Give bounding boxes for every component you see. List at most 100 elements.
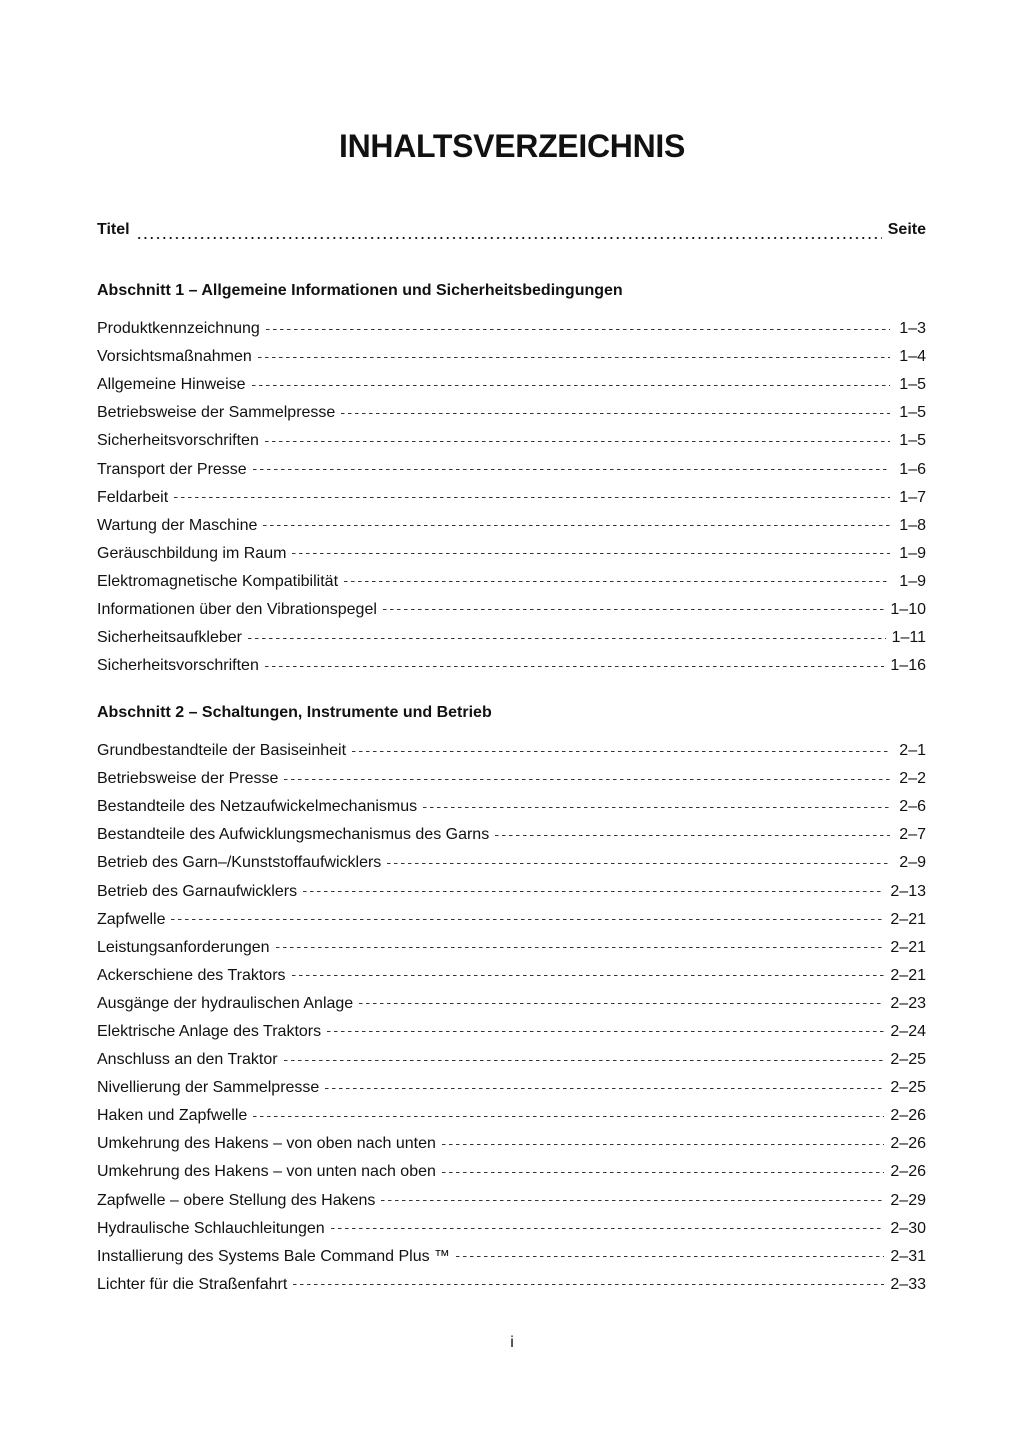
toc-entry[interactable]: Sicherheitsvorschriften 1–5 <box>97 427 926 455</box>
dash-leader <box>247 637 886 639</box>
dash-leader <box>253 1115 885 1117</box>
entry-label: Nivellierung der Sammelpresse <box>97 1079 320 1097</box>
dash-leader <box>344 581 890 583</box>
entry-label: Geräuschbildung im Raum <box>97 544 287 562</box>
dash-leader <box>456 1256 885 1258</box>
dash-leader <box>264 440 890 442</box>
entry-page: 2–13 <box>890 882 926 900</box>
entry-label: Installierung des Systems Bale Command P… <box>97 1247 451 1265</box>
entry-page: 1–5 <box>899 432 926 450</box>
entry-label: Zapfwelle <box>97 910 166 928</box>
toc-entry[interactable]: Hydraulische Schlauchleitungen 2–30 <box>97 1215 926 1243</box>
toc-entry[interactable]: Ackerschiene des Traktors 2–21 <box>97 962 926 990</box>
toc-entry[interactable]: Umkehrung des Hakens – von oben nach unt… <box>97 1130 926 1158</box>
toc-entry[interactable]: Zapfwelle 2–21 <box>97 906 926 934</box>
page-number: i <box>510 1334 514 1351</box>
entry-page: 1–9 <box>899 544 926 562</box>
dash-leader <box>387 862 890 864</box>
entry-label: Hydraulische Schlauchleitungen <box>97 1219 325 1237</box>
toc-entry[interactable]: Wartung der Maschine 1–8 <box>97 512 926 540</box>
entry-label: Grundbestandteile der Basiseinheit <box>97 742 347 760</box>
entry-page: 1–6 <box>899 460 926 478</box>
entry-page: 2–1 <box>899 742 926 760</box>
toc-entry[interactable]: Betriebsweise der Sammelpresse 1–5 <box>97 399 926 427</box>
dash-leader <box>171 919 885 921</box>
section-title: Abschnitt 1 – Allgemeine Informationen u… <box>97 282 623 299</box>
entry-label: Bestandteile des Netzaufwickelmechanismu… <box>97 798 418 816</box>
entry-page: 2–31 <box>890 1247 926 1265</box>
toc-entry[interactable]: Nivellierung der Sammelpresse 2–25 <box>97 1074 926 1102</box>
entry-label: Sicherheitsaufkleber <box>97 629 242 647</box>
dash-leader <box>382 609 885 611</box>
header-title-label: Titel <box>97 221 130 238</box>
toc-entry[interactable]: Transport der Presse 1–6 <box>97 455 926 483</box>
toc-entry[interactable]: Leistungsanforderungen 2–21 <box>97 934 926 962</box>
toc-entry[interactable]: Zapfwelle – obere Stellung des Hakens 2–2… <box>97 1187 926 1215</box>
toc-entry[interactable]: Anschluss an den Traktor 2–25 <box>97 1046 926 1074</box>
entry-label: Allgemeine Hinweise <box>97 376 246 394</box>
entry-page: 2–25 <box>890 1051 926 1069</box>
toc-entry[interactable]: Ausgänge der hydraulischen Anlage 2–23 <box>97 990 926 1018</box>
toc-entry[interactable]: Allgemeine Hinweise 1–5 <box>97 371 926 399</box>
entry-label: Zapfwelle – obere Stellung des Hakens <box>97 1191 376 1209</box>
entry-label: Feldarbeit <box>97 488 169 506</box>
toc-entry[interactable]: Lichter für die Straßenfahrt 2–33 <box>97 1271 926 1299</box>
entry-page: 1–10 <box>890 600 926 618</box>
toc-entry[interactable]: Sicherheitsvorschriften 1–16 <box>97 652 926 680</box>
toc-entry[interactable]: Sicherheitsaufkleber 1–11 <box>97 624 926 652</box>
toc-entry[interactable]: Installierung des Systems Bale Command P… <box>97 1243 926 1271</box>
entry-page: 2–21 <box>890 910 926 928</box>
dash-leader <box>263 525 890 527</box>
dash-leader <box>291 975 885 977</box>
dash-leader <box>441 1171 885 1173</box>
entry-page: 1–3 <box>899 320 926 338</box>
section-title: Abschnitt 2 – Schaltungen, Instrumente u… <box>97 704 492 721</box>
dash-leader <box>341 412 890 414</box>
entry-page: 2–6 <box>899 798 926 816</box>
entry-page: 1–5 <box>899 404 926 422</box>
entry-page: 2–24 <box>890 1022 926 1040</box>
entry-label: Umkehrung des Hakens – von unten nach ob… <box>97 1163 436 1181</box>
entry-label: Umkehrung des Hakens – von oben nach unt… <box>97 1135 436 1153</box>
entry-label: Elektromagnetische Kompatibilität <box>97 572 339 590</box>
toc-entry[interactable]: Betrieb des Garnaufwicklers 2–13 <box>97 877 926 905</box>
toc-entry[interactable]: Geräuschbildung im Raum 1–9 <box>97 540 926 568</box>
toc-entry[interactable]: Feldarbeit 1–7 <box>97 484 926 512</box>
entry-page: 2–25 <box>890 1079 926 1097</box>
toc-entry[interactable]: Bestandteile des Netzaufwickelmechanismu… <box>97 793 926 821</box>
toc-entry[interactable]: Bestandteile des Aufwicklungsmechanismus… <box>97 821 926 849</box>
dash-leader <box>327 1031 885 1033</box>
toc-entry[interactable]: Umkehrung des Hakens – von unten nach ob… <box>97 1158 926 1186</box>
dash-leader <box>174 497 890 499</box>
entry-page: 2–29 <box>890 1191 926 1209</box>
entry-page: 1–9 <box>899 572 926 590</box>
dash-leader <box>495 834 890 836</box>
dash-leader <box>252 469 890 471</box>
entry-label: Informationen über den Vibrationspegel <box>97 600 377 618</box>
entry-label: Betrieb des Garn–/Kunststoffaufwicklers <box>97 854 382 872</box>
entry-page: 1–16 <box>890 657 926 675</box>
toc-entry[interactable]: Betriebsweise der Presse 2–2 <box>97 765 926 793</box>
toc-entry[interactable]: Betrieb des Garn–/Kunststoffaufwicklers 2… <box>97 849 926 877</box>
entry-label: Elektrische Anlage des Traktors <box>97 1022 322 1040</box>
toc-entry[interactable]: Elektromagnetische Kompatibilität 1–9 <box>97 568 926 596</box>
toc-entry[interactable]: Vorsichtsmaßnahmen 1–4 <box>97 343 926 371</box>
entry-label: Anschluss an den Traktor <box>97 1051 278 1069</box>
entry-page: 2–26 <box>890 1135 926 1153</box>
entry-page: 2–26 <box>890 1163 926 1181</box>
entry-page: 2–2 <box>899 770 926 788</box>
toc-entry[interactable]: Haken und Zapfwelle 2–26 <box>97 1102 926 1130</box>
toc-entry[interactable]: Produktkennzeichnung 1–3 <box>97 315 926 343</box>
entry-label: Sicherheitsvorschriften <box>97 657 259 675</box>
entry-label: Produktkennzeichnung <box>97 320 260 338</box>
toc-entry[interactable]: Informationen über den Vibrationspegel 1–… <box>97 596 926 624</box>
entry-page: 1–11 <box>891 629 926 647</box>
entry-page: 2–23 <box>890 994 926 1012</box>
dash-leader <box>251 384 890 386</box>
entry-page: 1–8 <box>899 516 926 534</box>
entry-label: Betrieb des Garnaufwicklers <box>97 882 298 900</box>
toc-entry[interactable]: Elektrische Anlage des Traktors 2–24 <box>97 1018 926 1046</box>
toc-entry[interactable]: Grundbestandteile der Basiseinheit 2–1 <box>97 737 926 765</box>
dash-leader <box>284 778 890 780</box>
section-1: Abschnitt 1 – Allgemeine Informationen u… <box>97 281 926 680</box>
